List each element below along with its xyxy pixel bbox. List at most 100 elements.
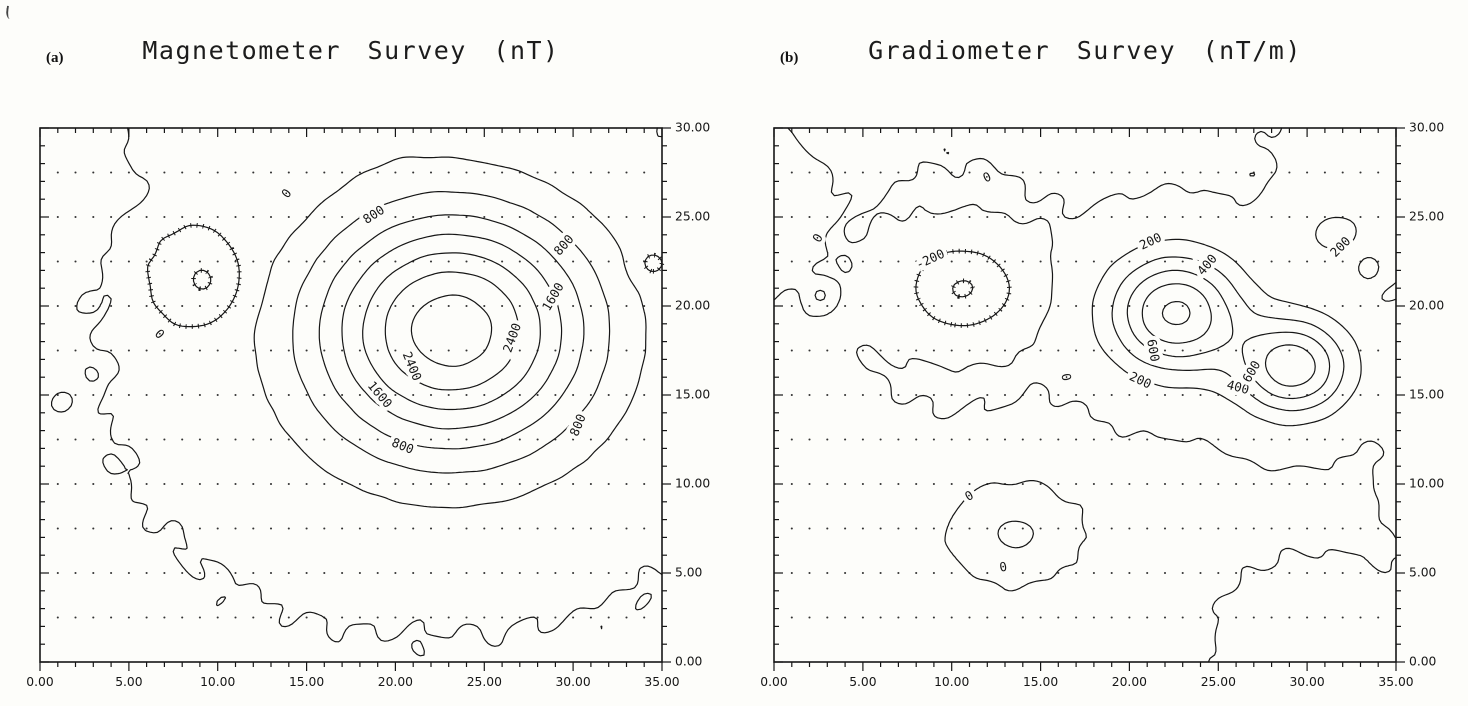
x-tick-label: 10.00 — [934, 675, 969, 689]
panel-b-label: (b) — [780, 50, 799, 66]
contour-level-200 — [1091, 238, 1362, 427]
contour-level-0 — [216, 596, 227, 607]
contour-level-400 — [253, 156, 647, 509]
contour-level-400 — [1111, 256, 1345, 412]
contour-level-0 — [1249, 172, 1256, 177]
y-tick-label: 25.00 — [1409, 210, 1444, 224]
contour-level-0 — [835, 254, 853, 274]
contour-level-2400 — [384, 271, 520, 391]
contour-level-2000 — [362, 252, 541, 411]
axis-tick-labels: 0.00 5.00 10.00 15.00 20.00 25.00 30.00 35.00 0.… — [760, 121, 1444, 690]
x-tick-label: 35.00 — [644, 675, 679, 689]
svg-text:0: 0 — [809, 231, 826, 245]
svg-text:0: 0 — [980, 169, 993, 186]
svg-text:0: 0 — [152, 326, 168, 342]
panel-b: (b) Gradiometer Survey (nT/m) 0.00 5.00 10… — [734, 14, 1468, 696]
svg-text:2400: 2400 — [500, 321, 524, 354]
contour-label-0: 00 — [148, 322, 172, 346]
contour-lines — [51, 127, 665, 657]
svg-text:200: 200 — [1137, 229, 1164, 252]
contour-level-0 — [76, 127, 663, 647]
contour-level-0 — [773, 127, 853, 317]
plot-border — [773, 127, 1397, 663]
contour-level-0 — [946, 151, 950, 155]
contour-value-labels: 0080080080080016001600240024002400240016… — [148, 182, 593, 461]
x-tick-label: 0.00 — [26, 675, 53, 689]
contour-label-0: 00 — [805, 227, 830, 249]
contour-level-0 — [600, 625, 603, 630]
contour-lines — [773, 127, 1397, 663]
svg-text:0: 0 — [1058, 372, 1074, 382]
station-dot-grid — [56, 171, 646, 619]
contour-level-0 — [102, 453, 128, 475]
axis-tick-labels: 0.00 5.00 10.00 15.00 20.00 25.00 30.00 35.00 0.… — [26, 121, 710, 690]
x-tick-label: 15.00 — [289, 675, 324, 689]
y-tick-label: 30.00 — [675, 121, 710, 135]
contour-level-800 — [292, 191, 611, 474]
svg-text:-200: -200 — [913, 246, 947, 272]
contour-level-0 — [1207, 547, 1397, 663]
contour-label-0: 00 — [994, 555, 1012, 579]
axes-frame — [39, 127, 671, 671]
axes-frame — [773, 127, 1405, 671]
contour-level-0 — [843, 127, 1397, 540]
y-tick-label: 30.00 — [1409, 121, 1444, 135]
x-tick-label: 25.00 — [1201, 675, 1236, 689]
svg-text:400: 400 — [1194, 251, 1220, 278]
contour-level-0 — [944, 480, 1087, 592]
contour-label-0: 00 — [976, 165, 997, 190]
contour-level-200 — [814, 289, 826, 302]
x-tick-label: 30.00 — [555, 675, 590, 689]
contour-level-0 — [1381, 281, 1397, 302]
svg-text:800: 800 — [390, 434, 417, 456]
svg-text:2400: 2400 — [400, 349, 425, 383]
contour-level-1000 — [1161, 301, 1191, 326]
y-tick-label: 25.00 — [675, 210, 710, 224]
contour-label-0: 00 — [1054, 368, 1078, 386]
x-tick-label: 30.00 — [1289, 675, 1324, 689]
svg-text:200: 200 — [1127, 368, 1154, 391]
panel-a: (a) Magnetometer Survey (nT) 0.00 5.00 10.… — [0, 14, 734, 696]
contour-level-2800 — [410, 294, 493, 367]
contour-level-800 — [1264, 344, 1316, 387]
contour-level-0 — [943, 148, 946, 152]
contour-label--200: -200-200 — [909, 242, 951, 276]
contour-level-600 — [1126, 269, 1234, 358]
panel-b-header: (b) Gradiometer Survey (nT/m) — [734, 14, 1468, 86]
y-tick-label: 20.00 — [675, 299, 710, 313]
contour-level-600 — [1241, 331, 1331, 400]
contour-label-0: 00 — [274, 182, 298, 205]
svg-text:400: 400 — [1225, 377, 1251, 397]
contour-level-0 — [635, 592, 652, 611]
contour-level-0 — [1358, 257, 1380, 280]
x-tick-label: 10.00 — [200, 675, 235, 689]
x-tick-label: 25.00 — [467, 675, 502, 689]
x-tick-label: 5.00 — [115, 675, 142, 689]
x-tick-label: 5.00 — [849, 675, 876, 689]
contour-level-0 — [656, 127, 663, 138]
svg-text:0: 0 — [278, 186, 294, 201]
x-tick-label: 0.00 — [760, 675, 787, 689]
x-tick-label: 20.00 — [378, 675, 413, 689]
x-tick-label: 15.00 — [1023, 675, 1058, 689]
svg-text:0: 0 — [998, 559, 1008, 575]
y-tick-label: 5.00 — [1409, 566, 1436, 580]
contour-level-200 — [997, 520, 1034, 549]
contour-level-0 — [411, 639, 425, 657]
station-dot-grid — [790, 171, 1380, 619]
hachure-ticks-level-0 — [145, 222, 242, 329]
y-tick-label: 10.00 — [675, 477, 710, 491]
svg-text:1600: 1600 — [365, 378, 396, 411]
